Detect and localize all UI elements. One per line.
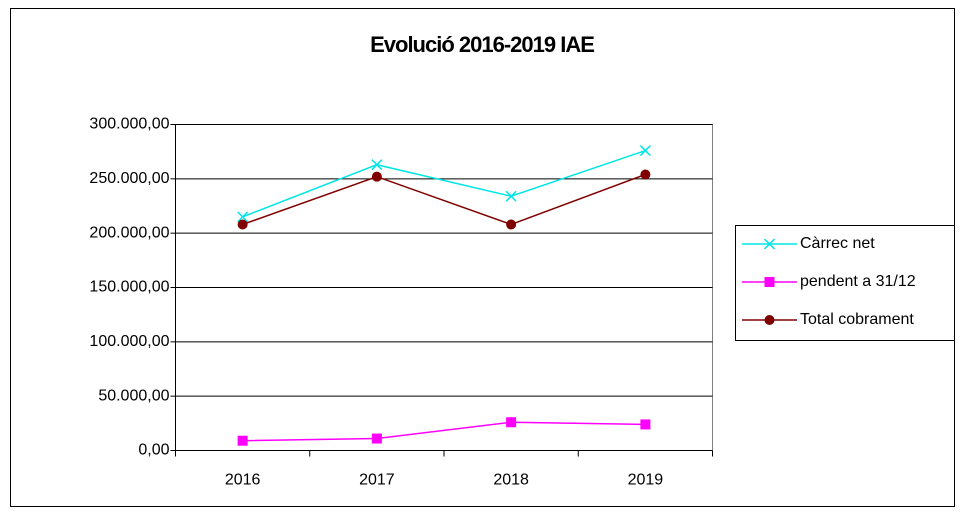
series-line	[242, 173, 646, 226]
y-tick-label: 250.000,00	[89, 170, 169, 187]
marker	[640, 419, 651, 430]
series-line	[242, 149, 646, 218]
legend-label: Càrrec net	[800, 235, 875, 252]
y-tick-label: 50.000,00	[98, 387, 169, 404]
marker	[371, 433, 382, 444]
x-tick-label: 2019	[628, 472, 664, 489]
y-tick-label: 100.000,00	[89, 333, 169, 350]
marker	[506, 219, 517, 230]
y-tick-label: 300.000,00	[89, 116, 169, 133]
y-tick-label: 200.000,00	[89, 224, 169, 241]
marker	[237, 435, 248, 446]
legend-label: pendent a 31/12	[800, 273, 916, 290]
x-tick-label: 2017	[359, 472, 395, 489]
marker	[640, 169, 651, 180]
marker	[371, 171, 382, 182]
marker	[237, 211, 249, 223]
marker	[506, 417, 517, 428]
chart-title: Evolució 2016-2019 IAE	[370, 32, 594, 57]
marker	[237, 219, 248, 230]
marker	[371, 159, 383, 171]
y-tick-label: 0,00	[138, 442, 169, 459]
x-tick-label: 2016	[225, 472, 261, 489]
legend-marker	[763, 238, 776, 250]
legend-marker	[764, 315, 775, 325]
y-tick-label: 150.000,00	[89, 279, 169, 296]
series-line	[242, 421, 646, 442]
legend-label: Total cobrament	[800, 311, 914, 328]
legend-marker	[764, 277, 775, 287]
x-tick-label: 2018	[493, 472, 529, 489]
marker	[505, 190, 517, 202]
marker	[639, 145, 651, 157]
